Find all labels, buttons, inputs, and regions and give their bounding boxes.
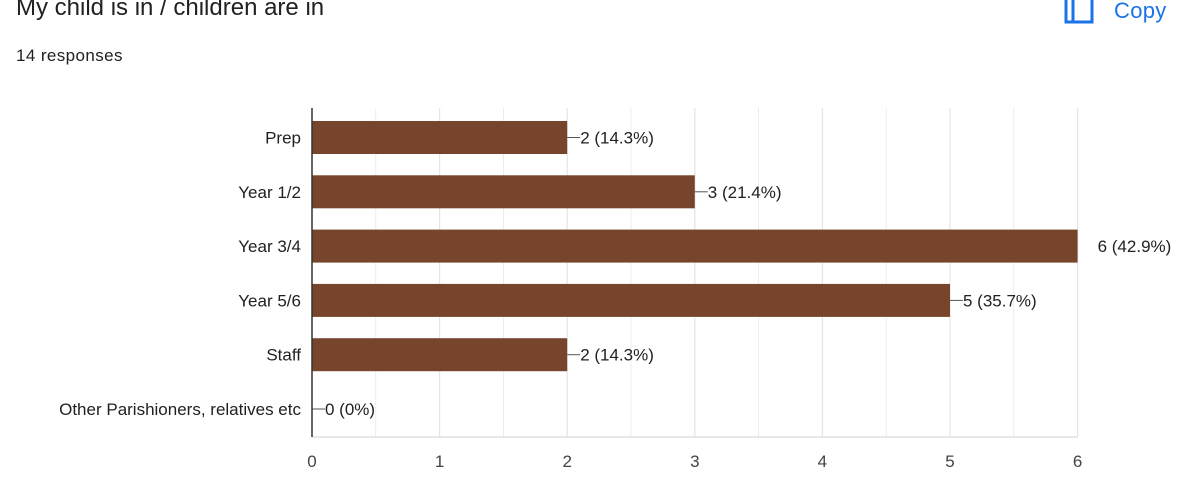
data-label: 0 (0%) — [325, 400, 375, 419]
x-tick-label: 5 — [945, 452, 954, 471]
category-label: Year 5/6 — [238, 291, 301, 310]
x-tick-label: 3 — [690, 452, 699, 471]
bar — [312, 338, 568, 372]
question-title: My child is in / children are in — [16, 0, 325, 21]
copy-icon — [1064, 0, 1094, 24]
copy-button[interactable]: Copy — [1062, 0, 1192, 30]
bar — [312, 121, 568, 154]
bar — [312, 175, 695, 209]
x-tick-label: 4 — [818, 452, 827, 471]
category-label: Staff — [266, 346, 301, 365]
data-label: 2 (14.3%) — [580, 129, 654, 148]
bar — [312, 229, 1078, 263]
category-label: Other Parishioners, relatives etc — [59, 400, 301, 419]
x-tick-label: 0 — [307, 452, 316, 471]
data-label: 6 (42.9%) — [1098, 237, 1172, 256]
response-count: 14 responses — [16, 46, 123, 65]
category-label: Prep — [265, 129, 301, 148]
x-tick-label: 6 — [1073, 452, 1082, 471]
data-label: 5 (35.7%) — [963, 291, 1037, 310]
category-label: Year 3/4 — [238, 237, 301, 256]
data-label: 3 (21.4%) — [708, 183, 782, 202]
bar — [312, 283, 950, 317]
x-tick-label: 2 — [562, 452, 571, 471]
category-label: Year 1/2 — [238, 183, 301, 202]
x-tick-label: 1 — [435, 452, 444, 471]
data-label: 2 (14.3%) — [580, 346, 654, 365]
copy-label: Copy — [1114, 0, 1167, 23]
